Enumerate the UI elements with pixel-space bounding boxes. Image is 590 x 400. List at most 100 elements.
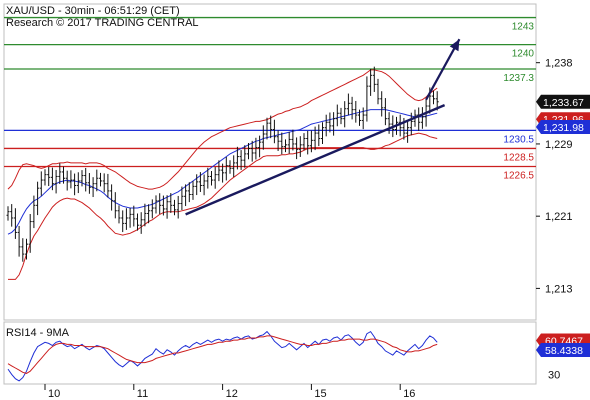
candle bbox=[365, 76, 369, 122]
x-tick-label: 12 bbox=[226, 388, 238, 400]
candle bbox=[62, 166, 65, 184]
candle bbox=[287, 131, 291, 154]
x-tick-label: 10 bbox=[48, 388, 60, 400]
candle bbox=[313, 126, 317, 151]
price-tag: 1,231.98 bbox=[536, 120, 590, 135]
candle bbox=[99, 172, 102, 187]
bollinger-upper-band bbox=[7, 69, 438, 190]
candle bbox=[6, 206, 10, 221]
candle bbox=[346, 93, 350, 116]
candle bbox=[328, 112, 332, 133]
candle bbox=[317, 124, 321, 147]
candle bbox=[17, 225, 21, 257]
candle bbox=[398, 114, 402, 137]
x-tick-label: 11 bbox=[137, 388, 148, 400]
candle bbox=[321, 122, 324, 144]
candle bbox=[243, 145, 247, 168]
candle bbox=[213, 167, 217, 189]
candle bbox=[261, 125, 265, 150]
candle bbox=[291, 129, 295, 151]
level-label-2: 1237.3 bbox=[503, 73, 534, 84]
candle bbox=[235, 146, 239, 170]
candle bbox=[202, 174, 206, 196]
candle bbox=[102, 173, 106, 193]
candle bbox=[306, 130, 310, 155]
level-label-3: 1230.5 bbox=[503, 134, 534, 145]
candle bbox=[361, 107, 365, 130]
candle bbox=[169, 193, 173, 213]
candle bbox=[132, 205, 136, 227]
candle bbox=[387, 112, 391, 134]
candle bbox=[432, 90, 435, 105]
candle bbox=[350, 96, 354, 120]
candle bbox=[28, 214, 32, 253]
candle bbox=[224, 156, 228, 181]
candle bbox=[21, 238, 25, 262]
svg-text:1,233.67: 1,233.67 bbox=[543, 97, 584, 109]
candle bbox=[91, 177, 95, 198]
candle bbox=[10, 204, 14, 227]
candle bbox=[13, 208, 17, 239]
candle bbox=[121, 210, 125, 233]
candle bbox=[335, 104, 339, 127]
candle bbox=[247, 143, 250, 160]
svg-text:58.4338: 58.4338 bbox=[545, 345, 583, 357]
candle bbox=[250, 140, 254, 162]
candle bbox=[143, 203, 147, 227]
candle bbox=[173, 199, 176, 216]
candle bbox=[158, 193, 162, 215]
chart-subtitle: Research © 2017 TRADING CENTRAL bbox=[6, 17, 199, 29]
candle bbox=[43, 169, 47, 186]
candle bbox=[136, 213, 139, 231]
candle bbox=[239, 150, 243, 170]
candle bbox=[265, 117, 269, 140]
y-tick-label: 1,238 bbox=[545, 58, 573, 70]
rsi-y-tick-label: 30 bbox=[548, 369, 560, 381]
bollinger-middle-line bbox=[7, 109, 438, 235]
forecast-arrow-head bbox=[449, 39, 460, 52]
candle bbox=[165, 195, 169, 219]
candle bbox=[376, 78, 380, 105]
y-tick-label: 1,213 bbox=[545, 283, 573, 295]
candle bbox=[198, 172, 202, 192]
candle bbox=[176, 195, 180, 219]
candle bbox=[187, 182, 191, 203]
candle bbox=[80, 170, 84, 187]
candle bbox=[358, 109, 361, 126]
candle bbox=[65, 170, 69, 191]
candle bbox=[221, 163, 225, 183]
rsi-title: RSI14 - 9MA bbox=[6, 327, 70, 339]
candle bbox=[54, 169, 58, 194]
y-tick-label: 1,221 bbox=[545, 211, 573, 223]
candle bbox=[47, 167, 51, 187]
candle bbox=[36, 181, 40, 216]
svg-text:1,231.98: 1,231.98 bbox=[543, 122, 584, 134]
candle bbox=[50, 167, 54, 191]
candle bbox=[191, 180, 195, 200]
candle bbox=[309, 130, 313, 153]
candle bbox=[117, 205, 121, 224]
candle bbox=[332, 112, 336, 136]
candle bbox=[180, 186, 184, 211]
candle bbox=[184, 184, 188, 207]
candle bbox=[73, 173, 77, 196]
candle bbox=[206, 167, 210, 189]
candle bbox=[128, 207, 132, 228]
candle bbox=[69, 170, 73, 189]
candle bbox=[409, 112, 413, 136]
candle bbox=[339, 107, 343, 125]
level-label-0: 1243 bbox=[512, 22, 535, 33]
candle bbox=[210, 171, 213, 186]
candle bbox=[298, 136, 302, 157]
candle bbox=[39, 171, 43, 196]
candle bbox=[380, 91, 384, 117]
candle bbox=[232, 155, 236, 177]
candle bbox=[161, 195, 165, 216]
candle bbox=[272, 119, 276, 144]
candle bbox=[95, 169, 99, 192]
candle bbox=[106, 173, 110, 198]
x-tick-label: 15 bbox=[314, 388, 326, 400]
candle bbox=[84, 167, 88, 192]
candle bbox=[32, 195, 36, 229]
